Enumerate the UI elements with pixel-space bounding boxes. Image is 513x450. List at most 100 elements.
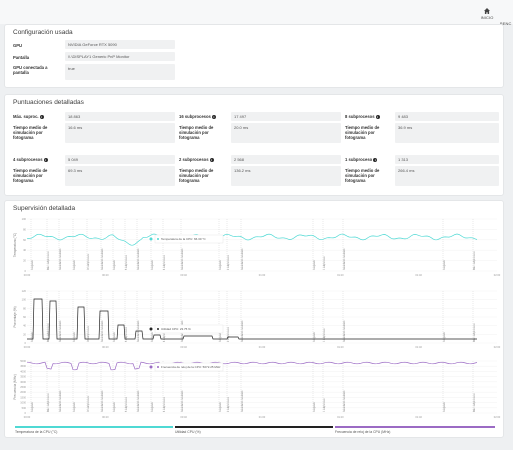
tooltip-box (154, 324, 224, 334)
series-line[interactable] (26, 233, 478, 246)
y-tick-label: 80 (23, 306, 26, 310)
phase-marker-label: Guardando resultado (59, 390, 62, 412)
phase-marker-label: 1 subproceso (323, 255, 326, 270)
chart-clock: Frecuencia (MHz) 5000 4500 4000 3500 3000 2500… (13, 357, 501, 427)
y-axis-label: Temperatura (°C) (13, 233, 17, 257)
nav-benchmarks-link[interactable]: BENC (500, 21, 512, 26)
config-title: Configuración usada (13, 29, 73, 36)
score-value-4: 5 049 (65, 155, 175, 164)
score-label-8: 8 subprocesos i (345, 114, 380, 119)
y-axis-label: Frecuencia (MHz) (13, 374, 17, 399)
info-icon[interactable]: i (209, 157, 214, 162)
config-display-value: \\.\DISPLAY1 Generic PnP Monitor (65, 52, 175, 61)
time-label-1: Tiempo medio de simulación por fotograma (345, 168, 380, 184)
x-tick-label: 01:20 (337, 273, 344, 277)
hover-point (149, 237, 153, 241)
series-line[interactable] (27, 298, 477, 340)
phase-marker-label: Cargando (73, 259, 76, 270)
y-axis-label: Porcentaje (%) (13, 306, 17, 327)
legend-temp-bar[interactable] (15, 426, 173, 428)
x-tick-label: 00:00 (24, 345, 31, 349)
phase-marker-label: Máx. subprocesos (473, 323, 476, 342)
utilization-chart-svg: Porcentaje (%) 120 100 80 60 40 20 000:00 00:20 0… (13, 289, 501, 349)
phase-marker-label: Guardando resultado (101, 390, 104, 412)
time-label-2: Tiempo medio de simulación por fotograma (179, 168, 214, 184)
score-label-2: 2 subprocesos i (179, 157, 214, 162)
tooltip-text: Temperatura de la CPU: 66.30 °C (161, 237, 207, 241)
info-icon[interactable]: i (373, 157, 378, 162)
y-tick-label: 40 (23, 248, 26, 252)
config-connected-value: true (65, 64, 175, 80)
x-tick-label: 00:20 (102, 345, 109, 349)
time-label-4: Tiempo medio de simulación por fotograma (13, 168, 48, 184)
tooltip-swatch (157, 238, 159, 240)
score-label-4: 4 subprocesos i (13, 157, 48, 162)
x-tick-label: 01:00 (259, 415, 266, 419)
phase-marker-label: Guardando resultado (181, 248, 184, 270)
phase-marker-label: Cargando (151, 259, 154, 270)
phase-marker-label: Guardando resultado (343, 248, 346, 270)
legend-clock-bar[interactable] (335, 426, 495, 428)
phase-marker-label: 16 subprocesos (87, 325, 90, 342)
phase-marker-label: 2 subprocesos (227, 254, 230, 270)
phase-marker-label: Guardando resultado (343, 390, 346, 412)
info-icon[interactable]: i (39, 114, 44, 119)
phase-marker-label: Cargando (113, 259, 116, 270)
clock-chart-svg: Frecuencia (MHz)500045004000350030002500… (13, 359, 501, 419)
x-tick-label: 00:40 (180, 345, 187, 349)
x-tick-label: 00:20 (102, 415, 109, 419)
monitoring-card: Supervisión detallada Temperatura (°C) 10… (4, 200, 504, 438)
chart-temperature: Temperatura (°C) 100 80 60 40 20 0 00:00 00:20 00… (13, 215, 501, 285)
time-value-1: 266.4 ms (395, 166, 499, 186)
phase-marker-label: Guardando resultado (241, 390, 244, 412)
time-value-max: 16.6 ms (65, 123, 175, 143)
home-icon (484, 8, 490, 14)
nav-home-link[interactable]: INICIO (477, 8, 497, 20)
y-tick-label: 80 (23, 227, 26, 231)
phase-marker-label: 4 subprocesos (163, 326, 166, 342)
legend-clock-label: Frecuencia de reloj de la CPU (MHz) (335, 430, 391, 434)
phase-marker-label: Máx. subprocesos (473, 251, 476, 270)
config-connected-label: GPU conectada a pantalla (13, 65, 48, 75)
chart-utilization: Porcentaje (%) 120 100 80 60 40 20 0 00:00 00:20 0… (13, 287, 501, 357)
x-tick-label: 00:00 (24, 273, 31, 277)
series-line[interactable] (26, 361, 478, 371)
info-icon[interactable]: i (43, 157, 48, 162)
phase-marker-label: Máx. subprocesos (47, 393, 50, 412)
config-display-label: Pantalla (13, 55, 30, 60)
score-value-2: 2 568 (231, 155, 341, 164)
y-tick-label: 120 (22, 289, 27, 293)
time-value-4: 69.3 ms (65, 166, 175, 186)
score-value-max: 18 863 (65, 112, 175, 121)
config-gpu-label: GPU (13, 43, 23, 48)
phase-marker-label: 1 subproceso (323, 397, 326, 412)
phase-marker-label: Cargando (219, 259, 222, 270)
x-tick-label: 01:20 (337, 415, 344, 419)
x-tick-label: 02:00 (494, 415, 501, 419)
time-label-max: Tiempo medio de simulación por fotograma (13, 125, 48, 141)
y-tick-label: 2500 (20, 385, 26, 389)
x-tick-label: 00:40 (180, 415, 187, 419)
y-tick-label: 3000 (20, 380, 26, 384)
time-value-2: 136.2 ms (231, 166, 341, 186)
scores-card: Puntuaciones detalladas Máx. suproc. i 18… (4, 94, 504, 196)
phase-marker-label: Guardando resultado (241, 248, 244, 270)
legend-util-label: Utilidad CPU (%) (175, 430, 201, 434)
x-tick-label: 02:00 (494, 273, 501, 277)
y-tick-label: 500 (22, 406, 27, 410)
x-tick-label: 00:40 (180, 273, 187, 277)
scores-title: Puntuaciones detalladas (13, 99, 84, 106)
info-icon[interactable]: i (211, 114, 216, 119)
y-tick-label: 20 (23, 332, 26, 336)
legend-util-bar[interactable] (175, 426, 333, 428)
phase-marker-label: Guardando resultado (101, 248, 104, 270)
phase-marker-label: Cargando (31, 401, 34, 412)
tooltip-text: Frecuencia de reloj de la CPU: 5072.25 M… (161, 365, 221, 369)
y-tick-label: 0 (25, 341, 27, 345)
phase-marker-label: 4 subprocesos (163, 396, 166, 412)
score-label-1: 1 subproceso i (345, 157, 378, 162)
phase-marker-label: Guardando resultado (137, 248, 140, 270)
phase-marker-label: Cargando (31, 331, 34, 342)
phase-marker-label: Máx. subprocesos (47, 251, 50, 270)
info-icon[interactable]: i (375, 114, 380, 119)
